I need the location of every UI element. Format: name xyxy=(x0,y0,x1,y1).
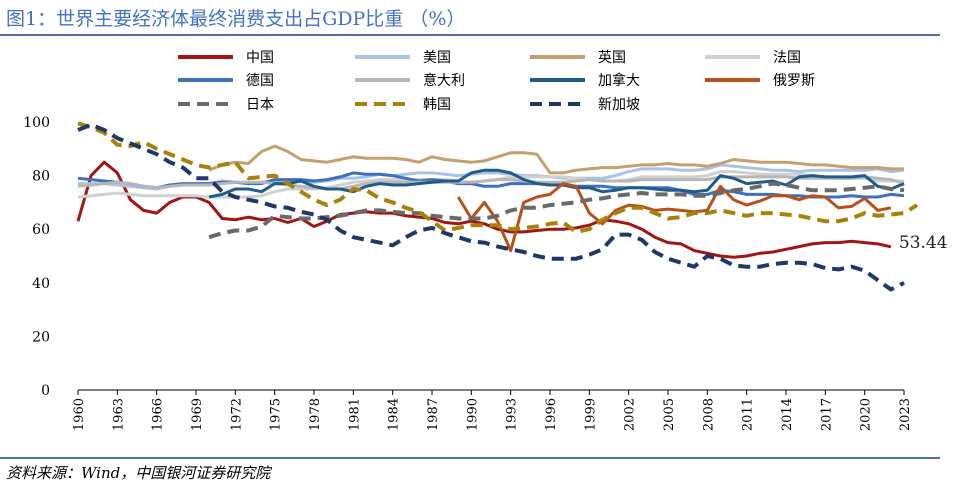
x-tick-label: 1996 xyxy=(544,398,559,431)
x-tick-label: 1963 xyxy=(111,398,126,431)
x-tick-label: 1984 xyxy=(387,398,402,431)
x-tick-label: 2020 xyxy=(859,398,874,431)
legend-label-6: 加拿大 xyxy=(598,72,640,89)
x-tick-label: 1975 xyxy=(269,398,284,431)
legend-label-7: 俄罗斯 xyxy=(773,73,815,89)
legend-label-8: 日本 xyxy=(246,97,274,113)
series-line-2 xyxy=(208,144,904,175)
x-tick-label: 1978 xyxy=(308,398,323,431)
x-tick-label: 2023 xyxy=(898,398,913,431)
y-tick-label: 100 xyxy=(23,115,50,131)
legend-label-5: 意大利 xyxy=(423,72,465,89)
top-rule xyxy=(0,34,940,36)
x-tick-label: 2008 xyxy=(701,398,716,431)
x-tick-label: 2014 xyxy=(780,398,795,431)
series-lines xyxy=(76,121,919,292)
annotations: 53.44 xyxy=(899,233,948,253)
legend-label-2: 英国 xyxy=(598,49,626,66)
data-label-0: 53.44 xyxy=(899,233,948,253)
series-line-9 xyxy=(77,121,919,234)
x-tick-label: 1987 xyxy=(426,398,441,431)
x-tick-label: 2017 xyxy=(819,398,834,431)
series-line-10 xyxy=(77,122,905,292)
legend-label-4: 德国 xyxy=(246,73,274,89)
x-tick-label: 2011 xyxy=(741,398,756,431)
series-line-0 xyxy=(76,160,892,259)
x-tick-label: 1966 xyxy=(151,398,166,431)
legend-label-10: 新加坡 xyxy=(598,97,640,113)
x-tick-label: 1999 xyxy=(583,398,598,431)
x-tick-label: 1981 xyxy=(347,398,362,431)
y-tick-label: 40 xyxy=(32,276,50,292)
legend-label-1: 美国 xyxy=(423,50,451,66)
axes: 0 20 40 60 80 100 1960 1963 1966 1969 1972 1975 1978… xyxy=(23,115,913,431)
x-tick-label: 2002 xyxy=(623,398,638,431)
y-tick-label: 20 xyxy=(32,329,50,345)
x-tick-label: 1972 xyxy=(229,398,244,431)
legend-label-0: 中国 xyxy=(246,50,274,66)
source-note: 资料来源：Wind，中国银河证券研究院 xyxy=(6,464,271,482)
y-tick-label: 80 xyxy=(32,169,50,185)
x-tick-label: 2005 xyxy=(662,398,677,431)
y-tick-label: 0 xyxy=(41,383,50,399)
legend-label-9: 韩国 xyxy=(423,97,451,113)
y-tick-label: 60 xyxy=(32,222,50,238)
x-tick-label: 1969 xyxy=(190,398,205,431)
x-tick-label: 1990 xyxy=(465,398,480,431)
legend-label-3: 法国 xyxy=(773,50,801,66)
bottom-rule xyxy=(0,457,940,459)
x-tick-label: 1960 xyxy=(72,398,87,431)
series-line-7 xyxy=(456,182,892,253)
x-tick-label: 1993 xyxy=(505,398,520,431)
chart-title: 图1：世界主要经济体最终消费支出占GDP比重 （%） xyxy=(6,8,466,30)
